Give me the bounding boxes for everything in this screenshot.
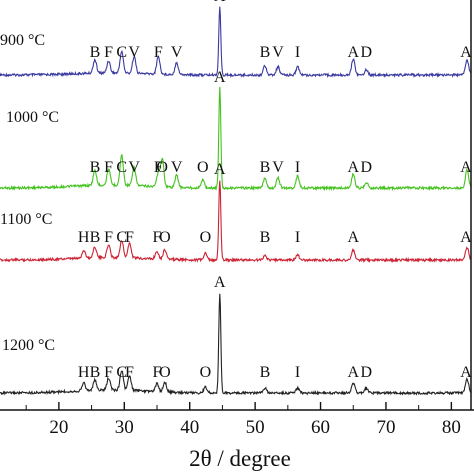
peak-label: C [116,44,127,61]
peak-label: D [361,364,373,381]
series-line-1 [0,86,472,192]
peak-label: C [116,229,127,246]
x-tick-label: 80 [442,417,461,438]
peak-label: D [361,159,373,176]
peak-label: F [153,229,162,246]
peak-label: F [104,44,113,61]
peak-label: O [200,229,212,246]
series-label-0: 900 °C [0,32,45,49]
peak-label: O [159,364,171,381]
peak-label: C [116,364,127,381]
x-tick-label: 70 [376,417,395,438]
peak-label: B [90,159,101,176]
peak-label: I [295,44,300,61]
peak-label: A [460,364,472,381]
peak-label: O [156,159,168,176]
series-layer [0,6,472,396]
peak-label: A [348,364,360,381]
peak-label: F [104,364,113,381]
peak-label: H [78,229,90,246]
peak-label: I [295,159,300,176]
peak-label: B [260,364,271,381]
peak-label: V [272,44,284,61]
peak-labels-layer: 900 °CBFCVFVABVIADA1000 °CBFCVFOVOABVIAD… [0,0,472,381]
peak-label: B [260,159,271,176]
peak-label: V [171,44,183,61]
peak-label: F [104,159,113,176]
x-tick-label: 40 [180,417,199,438]
x-tick-label: 20 [49,417,68,438]
peak-label: F [154,159,163,176]
x-tick-label: 50 [246,417,265,438]
peak-label: B [260,44,271,61]
peak-label: B [90,229,101,246]
peak-label: I [295,229,300,246]
peak-label: F [154,44,163,61]
x-tick-label: 30 [115,417,134,438]
series-label-1: 1000 °C [6,109,59,126]
peak-label: B [90,44,101,61]
peak-label: A [348,229,360,246]
peak-label: H [78,364,90,381]
x-tick-label: 60 [311,417,330,438]
peak-label: A [348,44,360,61]
peak-label: I [295,364,300,381]
peak-label: A [460,159,472,176]
peak-label: A [460,229,472,246]
peak-label: F [104,229,113,246]
peak-label: A [214,69,226,86]
peak-label: D [361,44,373,61]
peak-label: V [272,159,284,176]
peak-label: A [214,274,226,291]
peak-label: C [116,159,127,176]
series-label-2: 1100 °C [0,211,52,228]
peak-label: A [460,44,472,61]
peak-label: A [214,0,226,5]
series-label-3: 1200 °C [2,337,55,354]
peak-label: V [128,44,140,61]
peak-label: V [128,159,140,176]
peak-label: F [125,364,134,381]
peak-label: B [260,229,271,246]
peak-label: V [171,159,183,176]
series-line-2 [0,180,472,264]
peak-label: A [348,159,360,176]
series-line-0 [0,6,472,79]
peak-label: A [214,161,226,178]
series-line-3 [0,293,472,396]
x-axis: 20 30 40 50 60 70 80 [0,0,474,438]
peak-label: O [200,364,212,381]
peak-label: F [125,229,134,246]
peak-label: O [159,229,171,246]
peak-label: B [90,364,101,381]
peak-label: O [197,159,209,176]
peak-label: F [153,364,162,381]
x-axis-title: 2θ / degree [189,446,291,471]
